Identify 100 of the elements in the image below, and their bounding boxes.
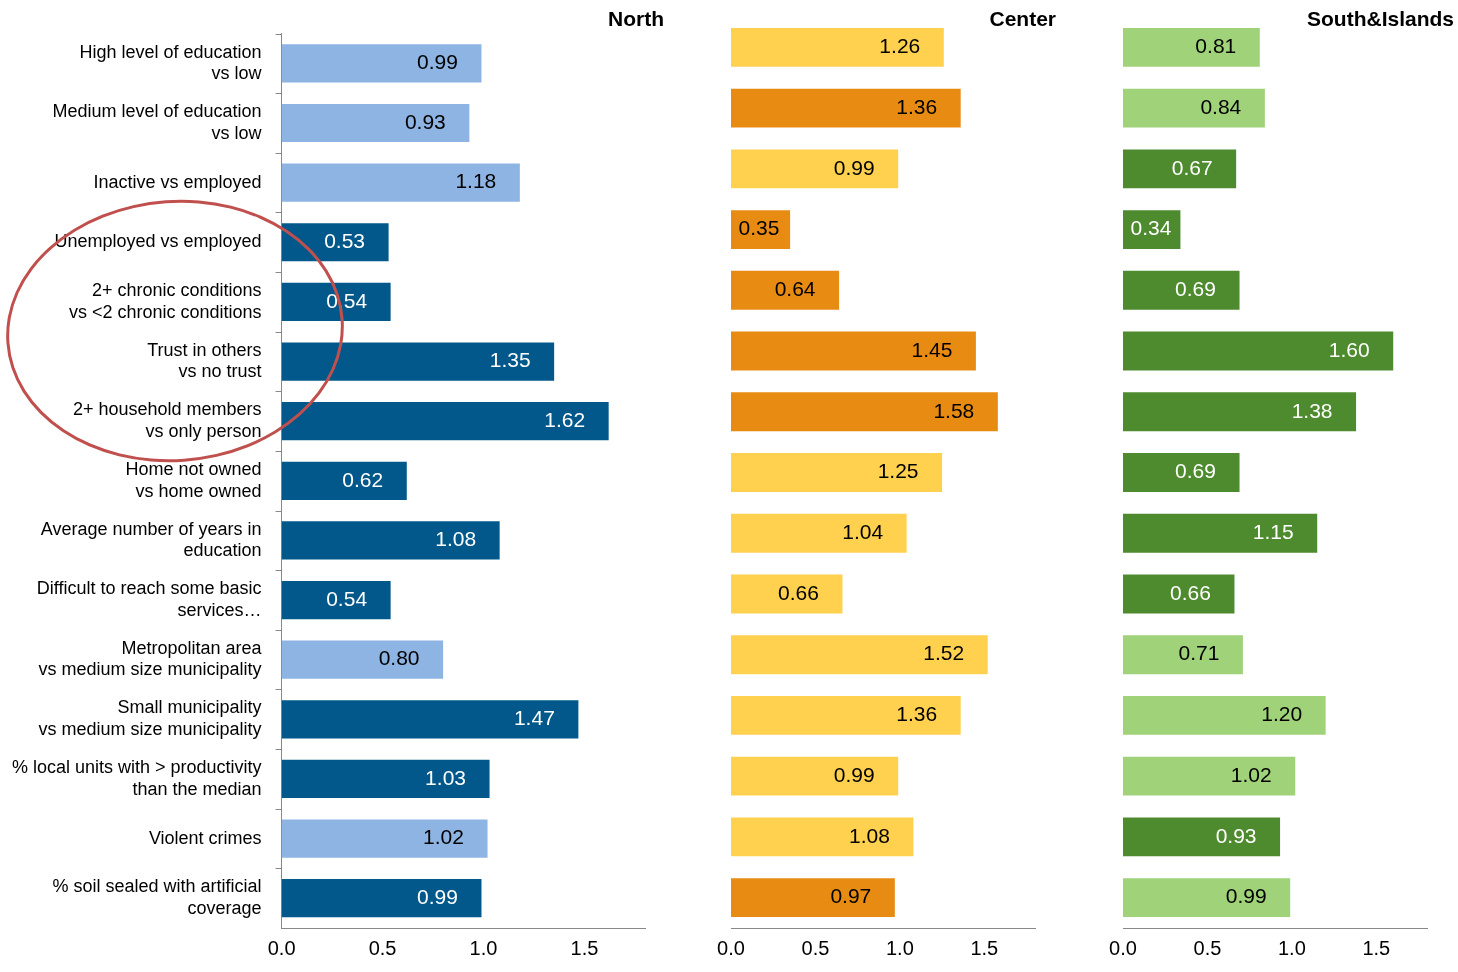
data-label: 0.66 [778, 580, 819, 604]
bar [731, 574, 843, 614]
data-label: 0.64 [774, 277, 816, 301]
bar [1123, 453, 1240, 492]
y-tick-label: Small municipality vs medium size municipality [38, 697, 262, 740]
bar [281, 163, 520, 202]
data-label: 0.69 [1175, 459, 1216, 483]
bar [1123, 574, 1235, 614]
data-label: 1.02 [423, 825, 464, 849]
bar [1123, 696, 1326, 735]
bar [281, 521, 500, 560]
x-tick-label: 1.5 [1362, 936, 1391, 959]
bar [1123, 513, 1318, 553]
bar [281, 103, 470, 143]
bar [281, 44, 482, 83]
data-label: 1.47 [513, 706, 555, 730]
bar [731, 635, 988, 675]
x-tick-label: 1.0 [1277, 936, 1306, 959]
data-label: 0.84 [1200, 94, 1242, 118]
x-tick-label: 0.0 [267, 936, 296, 959]
y-tick-label: Difficult to reach some basic services… [36, 578, 262, 620]
data-label: 1.45 [911, 337, 953, 361]
bar [731, 27, 944, 67]
data-label: 1.20 [1261, 702, 1303, 726]
bar [1123, 817, 1281, 857]
y-tick-label: Trust in others vs no trust [147, 339, 262, 382]
bar [1123, 149, 1237, 189]
x-tick-label: 1.5 [970, 936, 999, 959]
bar [731, 88, 961, 128]
data-label: 0.93 [404, 109, 446, 133]
bar [731, 756, 899, 796]
data-label: 1.04 [842, 520, 884, 544]
bar [1123, 88, 1265, 128]
data-label: 1.26 [879, 34, 921, 58]
data-label: 1.36 [896, 94, 938, 118]
bar [1123, 635, 1243, 675]
bar [731, 817, 914, 857]
data-label: 0.99 [417, 884, 458, 908]
bar [731, 878, 895, 918]
bar [731, 331, 976, 371]
data-label: 0.69 [1175, 277, 1216, 301]
data-label: 1.36 [896, 702, 938, 726]
data-label: 1.58 [933, 398, 975, 422]
data-label: 1.08 [848, 823, 890, 847]
bar [281, 759, 490, 799]
data-label: 0.80 [378, 646, 420, 670]
y-tick-label: High level of education vs low [79, 41, 263, 84]
y-tick-label: % local units with > productivity than the median [12, 757, 262, 799]
y-tick-label: Medium level of education vs low [52, 101, 263, 143]
data-label: 1.02 [1230, 762, 1272, 786]
y-tick-label: Unemployed vs employed [54, 231, 262, 252]
bar [281, 879, 482, 918]
bar [1123, 270, 1240, 310]
data-label: 1.08 [435, 527, 477, 551]
data-label: 1.18 [455, 169, 497, 193]
data-label: 0.66 [1170, 580, 1211, 604]
data-label: 0.99 [833, 762, 875, 786]
bar [281, 461, 407, 500]
bar [281, 640, 444, 679]
bar [731, 392, 998, 432]
data-label: 0.81 [1195, 34, 1237, 58]
data-label: 1.25 [877, 459, 919, 483]
bar [731, 696, 961, 735]
y-tick-label: Metropolitan area vs medium size municipality [38, 637, 263, 680]
bar [281, 819, 488, 858]
data-label: 0.71 [1178, 641, 1220, 665]
bar [281, 700, 579, 739]
bar [1123, 756, 1296, 796]
x-tick-label: 0.5 [1193, 936, 1222, 959]
bar [1123, 331, 1394, 371]
y-tick-label: Inactive vs employed [93, 171, 262, 192]
data-label: 0.67 [1171, 155, 1213, 179]
data-label: 0.35 [738, 216, 780, 240]
data-label: 0.97 [830, 884, 872, 908]
bar [731, 270, 840, 310]
data-label: 1.38 [1291, 398, 1333, 422]
y-tick-label: Violent crimes [148, 827, 262, 848]
data-label: 1.15 [1252, 520, 1294, 544]
y-tick-label: 2+ household members vs only person [72, 399, 262, 441]
data-label: 0.99 [1225, 884, 1267, 908]
data-label: 1.52 [923, 641, 965, 665]
bar [731, 453, 943, 492]
bar [281, 580, 391, 620]
data-label: 0.62 [342, 467, 384, 491]
chart-title: South&Islands [1306, 6, 1454, 30]
bar [1123, 878, 1291, 918]
y-tick-label: Average number of years in education [40, 518, 262, 561]
x-tick-label: 1.0 [885, 936, 914, 959]
data-label: 0.93 [1215, 823, 1257, 847]
bar [281, 342, 555, 381]
data-label: 0.54 [326, 586, 368, 610]
data-label: 0.53 [324, 229, 366, 253]
x-tick-label: 0.5 [801, 936, 830, 959]
chart-title: North [608, 6, 664, 30]
bar [1123, 27, 1260, 67]
bar [731, 513, 907, 553]
chart-title: Center [989, 6, 1056, 30]
x-tick-label: 1.5 [570, 936, 599, 959]
x-tick-label: 1.0 [469, 936, 498, 959]
x-tick-label: 0.0 [717, 936, 745, 959]
